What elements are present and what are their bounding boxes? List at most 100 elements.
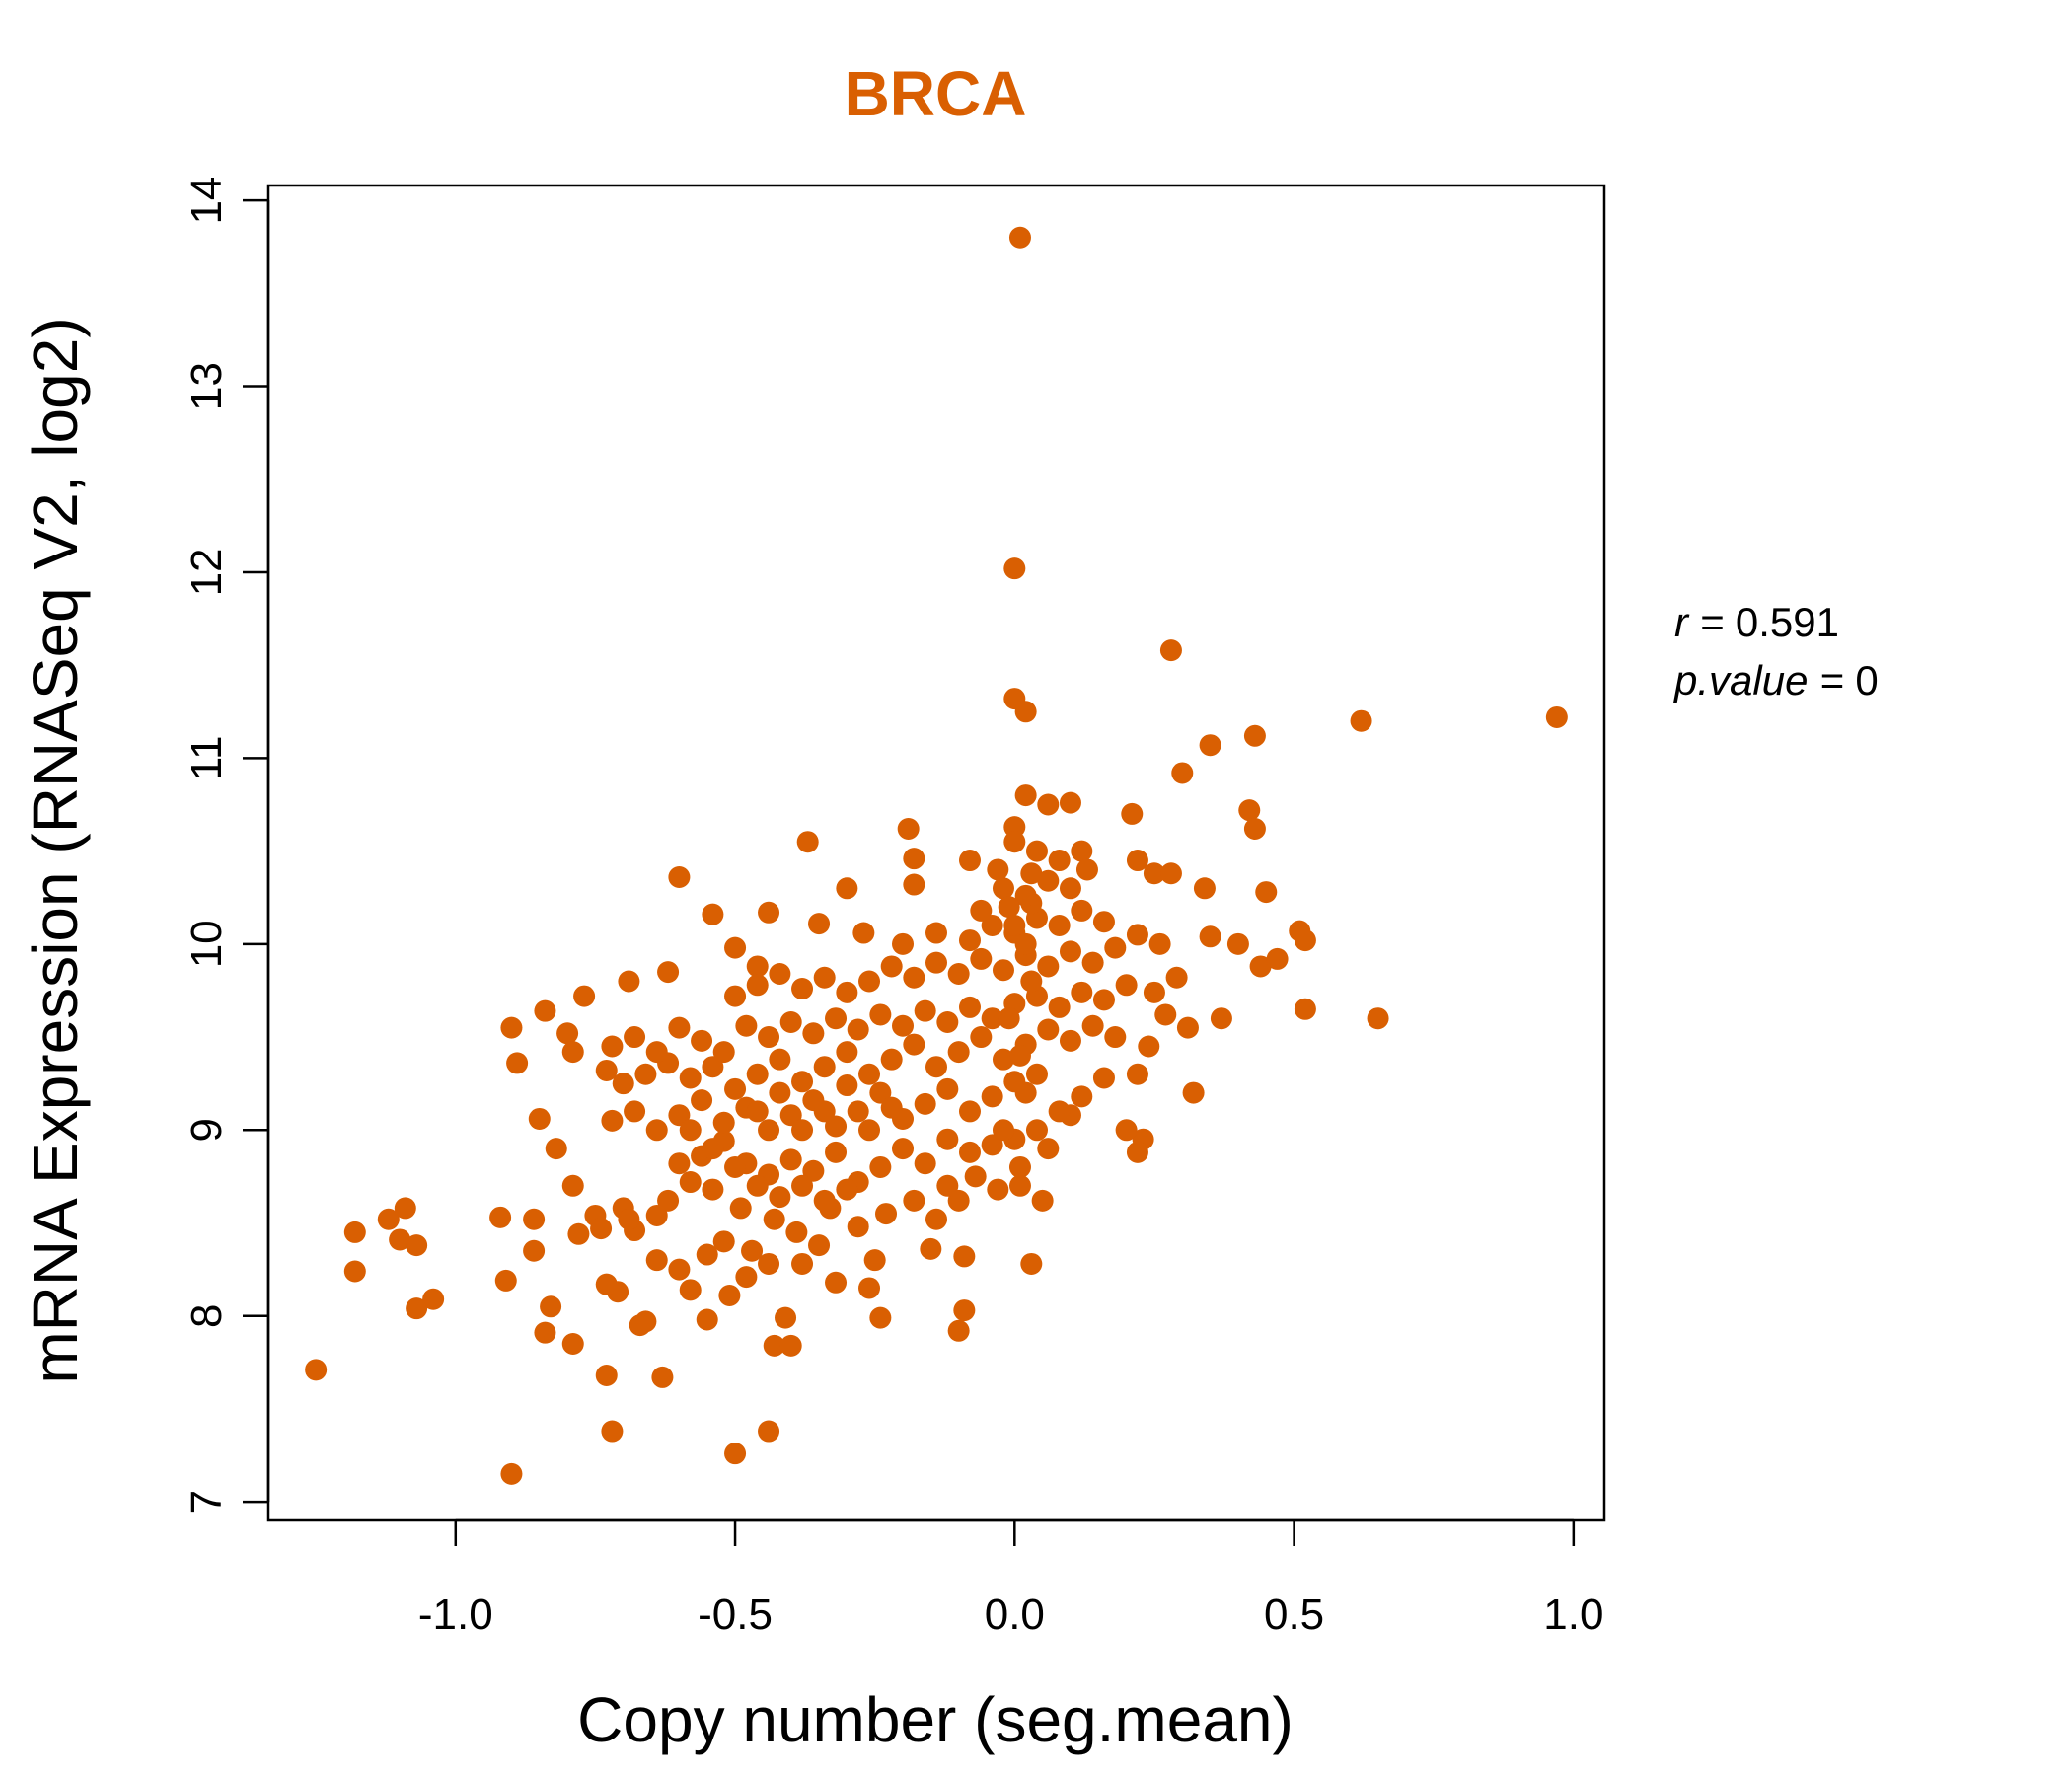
data-point <box>880 955 903 978</box>
data-point <box>958 1100 981 1123</box>
data-point <box>595 1059 618 1081</box>
data-point <box>1014 884 1037 907</box>
data-point <box>791 1119 814 1142</box>
data-point <box>779 1334 802 1357</box>
data-point <box>992 959 1014 982</box>
data-point <box>712 1230 735 1253</box>
data-point <box>852 922 875 944</box>
data-point <box>1350 709 1372 732</box>
data-point <box>936 1174 959 1197</box>
data-point <box>1037 1018 1060 1041</box>
data-point <box>1003 816 1026 839</box>
data-point <box>970 1026 993 1049</box>
data-point <box>618 970 640 993</box>
data-point <box>724 1077 747 1100</box>
data-point <box>590 1218 613 1240</box>
data-point <box>1367 1007 1389 1030</box>
data-point <box>1243 724 1266 747</box>
r-value: 0.591 <box>1736 599 1839 645</box>
data-point <box>981 1007 1003 1030</box>
data-point <box>892 1014 915 1037</box>
data-point <box>869 1306 892 1329</box>
data-point <box>601 1035 624 1058</box>
data-point <box>1126 1141 1148 1163</box>
data-point <box>746 1174 769 1197</box>
data-point <box>624 1026 646 1049</box>
data-point <box>947 1189 970 1212</box>
data-point <box>785 1221 808 1243</box>
data-point <box>987 1178 1009 1201</box>
data-point <box>601 1109 624 1132</box>
data-point <box>1199 925 1221 948</box>
data-point <box>657 961 680 984</box>
data-point <box>992 1048 1014 1071</box>
data-point <box>858 970 881 993</box>
x-tick-label: -0.5 <box>698 1591 773 1639</box>
data-point <box>494 1269 517 1292</box>
data-point <box>729 1197 752 1220</box>
data-point <box>813 966 836 989</box>
data-point <box>763 1334 785 1357</box>
data-point <box>1154 1003 1177 1026</box>
data-point <box>561 1174 584 1197</box>
data-point <box>712 1111 735 1134</box>
data-point <box>1266 947 1289 970</box>
data-point <box>925 1056 947 1078</box>
data-points <box>305 226 1568 1485</box>
r-label: r <box>1674 599 1690 645</box>
data-point <box>763 1208 785 1230</box>
data-point <box>847 1100 869 1123</box>
data-point <box>523 1239 546 1262</box>
data-point <box>847 1018 869 1041</box>
data-point <box>987 858 1009 881</box>
data-point <box>858 1277 881 1299</box>
data-point <box>958 850 981 872</box>
data-point <box>724 1155 747 1178</box>
data-point <box>925 922 947 944</box>
data-point <box>791 1071 814 1093</box>
data-point <box>1138 1035 1160 1058</box>
data-point <box>897 818 920 841</box>
data-point <box>858 1063 881 1085</box>
data-point <box>1126 1063 1148 1085</box>
data-point <box>702 1138 724 1160</box>
data-point <box>1115 974 1138 997</box>
data-point <box>1143 862 1165 885</box>
data-point <box>953 1245 976 1268</box>
data-point <box>1092 1067 1115 1089</box>
data-point <box>702 1056 724 1078</box>
data-point <box>758 901 780 924</box>
data-point <box>1020 1252 1043 1275</box>
data-point <box>758 1026 780 1049</box>
data-point <box>1048 850 1071 872</box>
data-point <box>1294 998 1316 1020</box>
p-value-value: 0 <box>1855 657 1878 703</box>
data-point <box>741 1239 764 1262</box>
svg-text:r = 0.591: r = 0.591 <box>1674 599 1839 645</box>
data-point <box>305 1359 328 1381</box>
data-point <box>836 1041 858 1064</box>
data-point <box>880 1048 903 1071</box>
y-tick-label: 9 <box>183 1118 231 1142</box>
data-point <box>1545 705 1568 728</box>
data-point <box>1003 557 1026 580</box>
data-point <box>1071 981 1093 1003</box>
data-point <box>813 1100 836 1123</box>
data-point <box>702 1178 724 1201</box>
data-point <box>1126 850 1148 872</box>
data-point <box>1159 639 1182 662</box>
data-point <box>1059 877 1081 900</box>
data-point <box>1048 996 1071 1018</box>
data-point <box>998 1007 1020 1030</box>
data-point <box>970 947 993 970</box>
data-point <box>691 1029 713 1052</box>
data-point <box>813 1189 836 1212</box>
data-point <box>489 1206 512 1228</box>
data-point <box>769 1048 791 1071</box>
data-point <box>958 1141 981 1163</box>
data-point <box>1025 840 1048 862</box>
data-point <box>1071 899 1093 922</box>
data-point <box>981 914 1003 936</box>
data-point <box>343 1260 366 1283</box>
data-point <box>1008 1155 1031 1178</box>
